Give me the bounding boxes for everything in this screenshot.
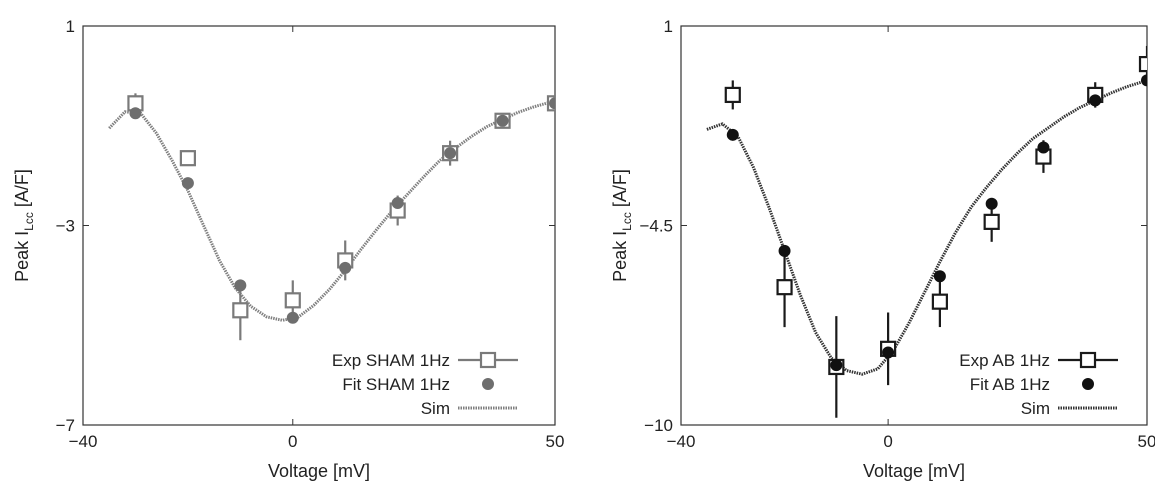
y-axis-label-unit: [A/F]: [610, 169, 630, 212]
y-tick-label: −4.5: [639, 217, 673, 236]
chart-panel-1: −40 0 50 1 −3 −7 Voltage [mV] Peak ILcc [A/F] Ex…: [12, 17, 564, 481]
fit-point: [830, 359, 843, 372]
legend-label-sim: Sim: [421, 399, 450, 418]
legend: Exp AB 1Hz Fit AB 1Hz Sim: [959, 351, 1118, 418]
y-tick-label: −3: [56, 217, 75, 236]
legend-swatch-exp: [1079, 351, 1097, 369]
fit-point: [933, 270, 946, 283]
fit-point: [778, 244, 791, 257]
y-tick-label: 1: [66, 17, 75, 36]
fit-point: [726, 128, 739, 141]
fit-point: [882, 346, 895, 359]
fit-point: [496, 114, 509, 127]
legend-label-exp: Exp SHAM 1Hz: [332, 351, 450, 370]
fit-point: [549, 97, 555, 110]
legend-label-exp: Exp AB 1Hz: [959, 351, 1050, 370]
y-axis-label: Peak ILcc [A/F]: [12, 169, 36, 282]
x-tick-label: 50: [546, 432, 565, 451]
legend-label-fit: Fit AB 1Hz: [970, 375, 1050, 394]
fit-point: [1037, 141, 1050, 154]
fit-point: [129, 107, 142, 120]
y-tick-label: 1: [664, 17, 673, 36]
exp-point: [776, 279, 793, 296]
fit-point: [444, 147, 457, 160]
y-axis-label-unit: [A/F]: [12, 169, 32, 212]
fit-point: [339, 261, 352, 274]
x-tick-label: 0: [288, 432, 297, 451]
y-axis-label-sub: Lcc: [620, 212, 634, 231]
x-tick-label: −40: [69, 432, 98, 451]
legend-swatch-fit: [1082, 378, 1094, 390]
y-axis-label-main: Peak I: [12, 231, 32, 282]
sim-curve: [108, 99, 555, 322]
fit-point: [1089, 94, 1102, 107]
sim-curve: [706, 78, 1147, 376]
plot-area: [108, 93, 555, 341]
plot-frame: [680, 25, 1148, 426]
exp-point: [179, 150, 196, 167]
x-tick-label: 0: [883, 432, 892, 451]
exp-point: [724, 86, 741, 104]
legend-swatch-exp: [479, 351, 497, 369]
fit-point: [985, 197, 998, 210]
x-axis-label: Voltage [mV]: [268, 461, 370, 481]
exp-point: [983, 213, 1000, 230]
y-axis-label-main: Peak I: [610, 231, 630, 282]
exp-point: [284, 292, 301, 309]
legend-swatch-fit: [482, 378, 494, 390]
fit-point: [1141, 74, 1147, 87]
fit-point: [234, 279, 247, 292]
legend-label-fit: Fit SHAM 1Hz: [342, 375, 450, 394]
y-tick-label: −7: [56, 416, 75, 435]
y-axis-label-sub: Lcc: [22, 212, 36, 231]
plot-area: [706, 45, 1147, 418]
y-tick-label: −10: [644, 416, 673, 435]
exp-point: [232, 302, 249, 319]
exp-point: [1138, 55, 1147, 73]
fit-point: [286, 311, 299, 324]
exp-point: [931, 293, 948, 310]
x-axis-label: Voltage [mV]: [863, 461, 965, 481]
fit-point: [391, 197, 404, 210]
x-tick-label: 50: [1138, 432, 1155, 451]
chart-panel-2: −40 0 50 1 −4.5 −10 Voltage [mV] Peak ILcc [A/F…: [610, 17, 1155, 481]
x-tick-label: −40: [667, 432, 696, 451]
legend-label-sim: Sim: [1021, 399, 1050, 418]
y-axis-label: Peak ILcc [A/F]: [610, 169, 634, 282]
fit-point: [181, 177, 194, 190]
legend: Exp SHAM 1Hz Fit SHAM 1Hz Sim: [332, 351, 518, 418]
